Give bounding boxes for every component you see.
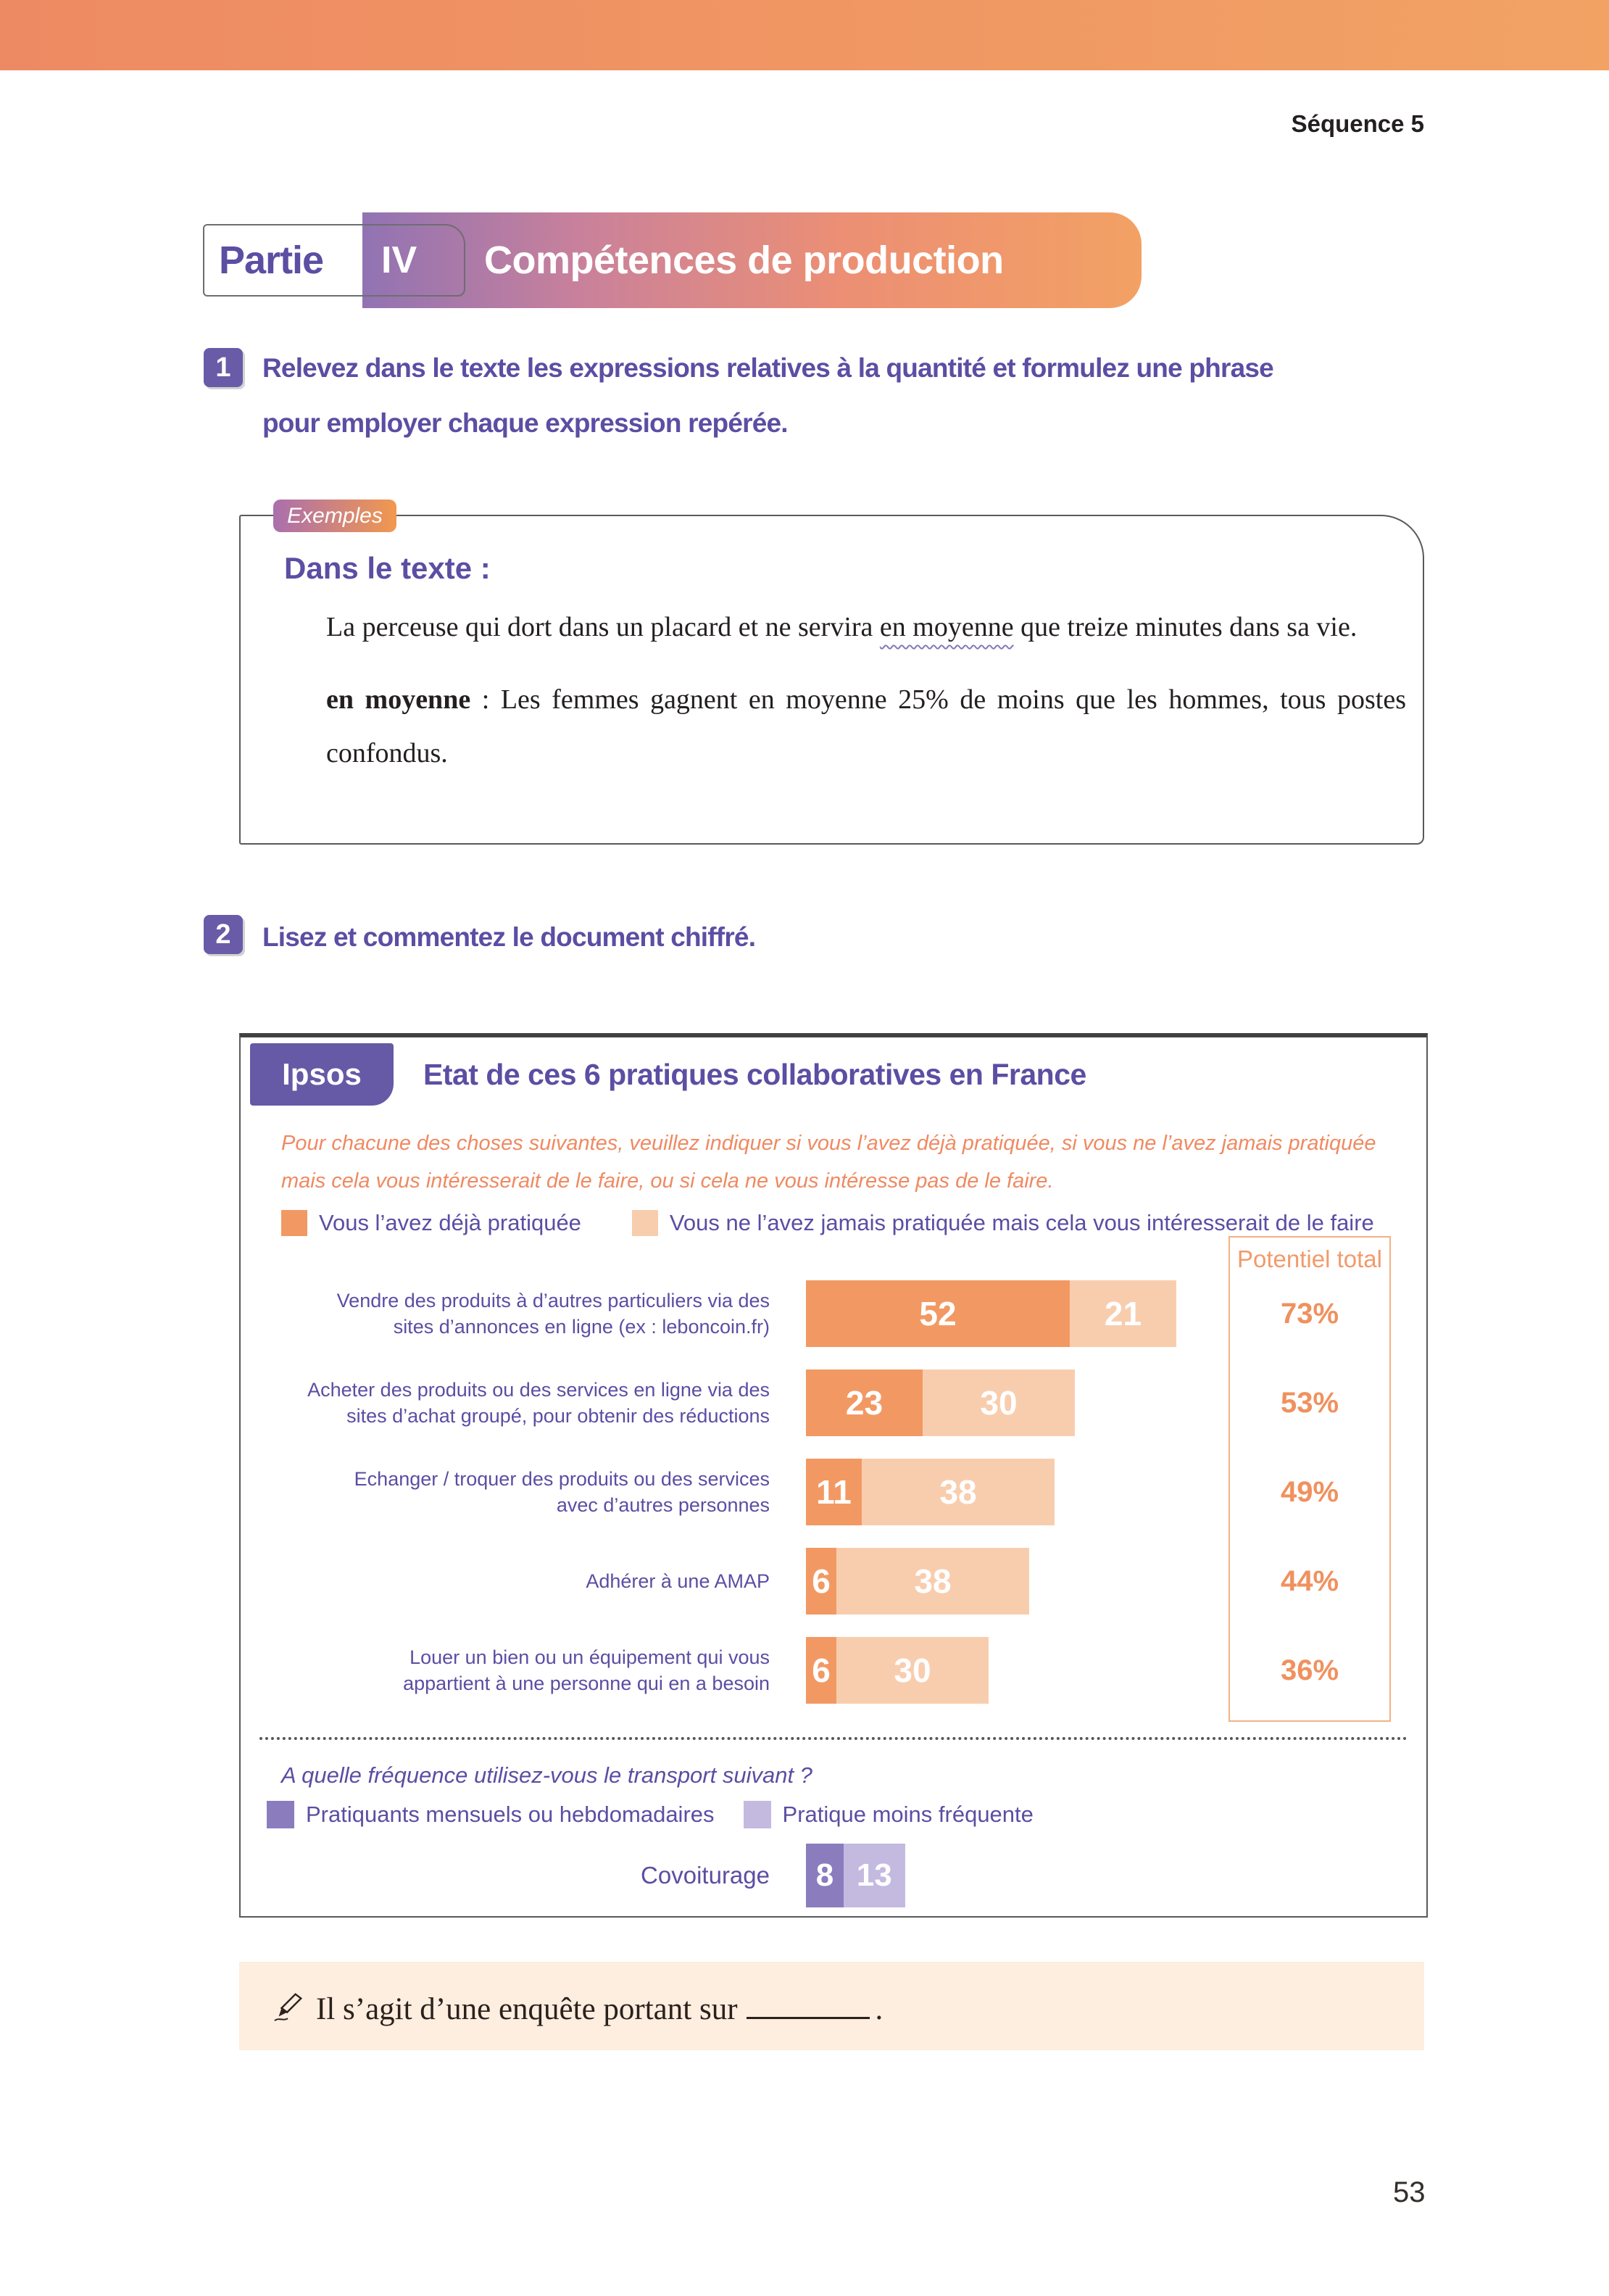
ipsos-tab: Ipsos	[250, 1043, 394, 1106]
banner-gradient	[362, 212, 1142, 308]
part-banner: Partie IV Compétences de production	[203, 212, 1142, 308]
bar-segment: 38	[836, 1548, 1029, 1615]
practice-row-label: Echanger / troquer des produits ou des s…	[354, 1468, 770, 1516]
practice-row-bars: 23 30	[806, 1369, 1075, 1436]
examples-tab: Exemples	[273, 500, 396, 532]
highlighted-expression: en moyenne	[879, 612, 1014, 642]
bar-segment: 23	[806, 1369, 923, 1436]
ipsos-survey-box: Ipsos Etat de ces 6 pratiques collaborat…	[239, 1033, 1428, 1918]
bar-segment: 8	[806, 1844, 844, 1907]
practice-row-label: Acheter des produits ou des services en …	[307, 1379, 770, 1427]
legend-item-monthly: Pratiquants mensuels ou hebdomadaires	[267, 1801, 715, 1828]
bar-segment: 30	[836, 1637, 989, 1704]
practice-row-bars: 11 38	[806, 1459, 1055, 1525]
legend-swatch-practiced	[281, 1210, 307, 1236]
exercise-1-number: 1	[204, 348, 243, 387]
pen-icon	[274, 1993, 303, 2021]
legend-item-practiced: Vous l’avez déjà pratiquée	[281, 1210, 581, 1236]
bar-segment: 52	[806, 1280, 1070, 1347]
bar-segment: 6	[806, 1548, 836, 1615]
survey-question-text: Pour chacune des choses suivantes, veuil…	[281, 1132, 1376, 1193]
practice-row: Louer un bien ou un équipement qui vous …	[241, 1637, 1176, 1704]
examples-body: La perceuse qui dort dans un placard et …	[326, 600, 1406, 799]
bar-segment: 21	[1070, 1280, 1176, 1347]
potential-total-value: 73%	[1280, 1297, 1339, 1330]
top-accent-bar	[0, 0, 1609, 70]
survey-title: Etat de ces 6 pratiques collaboratives e…	[423, 1058, 1086, 1091]
bar-segment: 6	[806, 1637, 836, 1704]
legend-label-monthly: Pratiquants mensuels ou hebdomadaires	[306, 1802, 715, 1827]
potential-total-value: 53%	[1280, 1386, 1339, 1419]
exercise-1-instruction: Relevez dans le texte les expressions re…	[262, 353, 1274, 438]
bar-segment: 30	[923, 1369, 1075, 1436]
part-title: Compétences de production	[484, 239, 1004, 282]
practice-row: Acheter des produits ou des services en …	[241, 1369, 1176, 1436]
examples-heading: Dans le texte :	[284, 551, 491, 585]
part-numeral: IV	[381, 239, 417, 281]
legend-swatch-interested	[631, 1210, 658, 1236]
practice-row: Vendre des produits à d’autres particuli…	[241, 1280, 1176, 1347]
answer-box: Il s’agit d’une enquête portant sur.	[239, 1962, 1424, 2050]
potential-total-header: Potentiel total	[1237, 1245, 1382, 1272]
potential-total-value: 36%	[1280, 1654, 1339, 1686]
practice-row-bars: 6 38	[806, 1548, 1029, 1615]
exercise-2-number: 2	[204, 915, 243, 954]
bar-segment: 11	[806, 1459, 862, 1525]
practice-row-label: Louer un bien ou un équipement qui vous …	[403, 1646, 770, 1694]
practice-row-label: Adhérer à une AMAP	[586, 1570, 770, 1592]
examples-box: Exemples Dans le texte : La perceuse qui…	[239, 500, 1424, 845]
example-sentence-1: La perceuse qui dort dans un placard et …	[326, 612, 1358, 642]
answer-sentence: Il s’agit d’une enquête portant sur.	[316, 1986, 883, 2027]
partie-box-outline	[203, 224, 465, 297]
practices-bar-chart: Vendre des produits à d’autres particuli…	[241, 1280, 1176, 1726]
sequence-label: Séquence 5	[1291, 110, 1424, 137]
legend-swatch-less-frequent	[743, 1801, 771, 1828]
legend-transport: Pratiquants mensuels ou hebdomadaires Pr…	[267, 1801, 1034, 1828]
bar-segment: 13	[844, 1844, 905, 1907]
exercise-2-instruction: Lisez et commentez le document chiffré.	[262, 922, 756, 952]
legend-label-interested: Vous ne l’avez jamais pratiquée mais cel…	[669, 1210, 1374, 1235]
partie-label: Partie	[219, 239, 324, 282]
practice-row-label: Vendre des produits à d’autres particuli…	[336, 1290, 770, 1338]
legend-item-less-frequent: Pratique moins fréquente	[743, 1801, 1034, 1828]
practice-row: Echanger / troquer des produits ou des s…	[241, 1459, 1176, 1525]
legend-label-less-frequent: Pratique moins fréquente	[782, 1802, 1034, 1827]
covoiturage-bars: 8 13	[806, 1844, 905, 1907]
potential-total-value: 44%	[1280, 1564, 1339, 1597]
bar-segment: 38	[862, 1459, 1055, 1525]
potential-total-value: 49%	[1280, 1475, 1339, 1508]
potential-total-values: 73% 53% 49% 44% 36%	[1230, 1280, 1389, 1704]
dotted-separator	[259, 1737, 1408, 1740]
potential-total-box: Potentiel total 73% 53% 49% 44% 36%	[1228, 1236, 1391, 1722]
practice-row: Adhérer à une AMAP 6 38	[241, 1548, 1176, 1615]
example-sentence-2: en moyenne : Les femmes gagnent en moyen…	[326, 684, 1407, 768]
covoiturage-label: Covoiturage	[641, 1862, 770, 1889]
practice-row-bars: 52 21	[806, 1280, 1176, 1347]
legend-practices: Vous l’avez déjà pratiquée Vous ne l’ave…	[281, 1210, 1374, 1236]
legend-label-practiced: Vous l’avez déjà pratiquée	[319, 1210, 581, 1235]
legend-swatch-monthly	[267, 1801, 294, 1828]
practice-row-bars: 6 30	[806, 1637, 989, 1704]
legend-item-interested: Vous ne l’avez jamais pratiquée mais cel…	[631, 1210, 1374, 1236]
transport-question: A quelle fréquence utilisez-vous le tran…	[281, 1762, 812, 1788]
answer-blank	[746, 1986, 870, 2019]
page-number: 53	[1393, 2176, 1426, 2208]
covoiturage-row: Covoiturage 8 13	[241, 1844, 905, 1907]
